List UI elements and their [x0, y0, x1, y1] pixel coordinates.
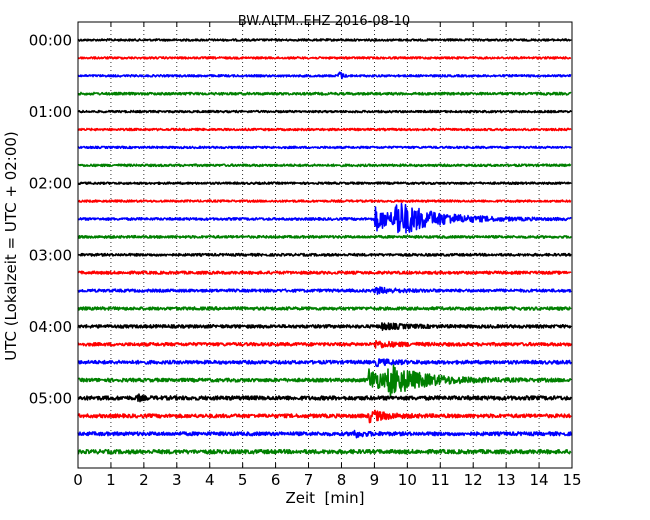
x-tick-label: 14 — [530, 471, 549, 489]
trace-line — [77, 339, 572, 349]
x-tick-label: 1 — [106, 471, 116, 489]
y-axis-label: UTC (Lokalzeit = UTC + 02:00) — [2, 131, 20, 361]
trace-line — [77, 358, 572, 368]
x-tick-label: 4 — [205, 471, 215, 489]
trace-line — [77, 393, 572, 403]
trace-line — [77, 429, 572, 439]
trace-line — [77, 306, 572, 311]
trace-line — [77, 91, 572, 96]
y-tick-label: 04:00 — [29, 318, 72, 336]
grid-lines — [110, 22, 540, 468]
y-tick-label: 00:00 — [29, 32, 72, 50]
x-tick-label: 2 — [139, 471, 149, 489]
y-tick-label: 02:00 — [29, 175, 72, 193]
x-axis-label: Zeit [min] — [285, 489, 364, 507]
trace-line — [77, 270, 572, 275]
trace-line — [77, 409, 572, 424]
y-tick-label: 05:00 — [29, 390, 72, 408]
y-tick-label: 03:00 — [29, 246, 72, 264]
trace-line — [77, 127, 572, 132]
x-tick-label: 0 — [73, 471, 83, 489]
y-tick-label: 01:00 — [29, 103, 72, 121]
trace-line — [77, 202, 572, 234]
x-tick-label: 8 — [337, 471, 347, 489]
x-tick-label: 3 — [172, 471, 182, 489]
x-tick-label: 11 — [431, 471, 450, 489]
x-tick-label: 6 — [271, 471, 281, 489]
x-tick-label: 5 — [238, 471, 248, 489]
plot-frame — [77, 21, 573, 469]
trace-line — [77, 322, 572, 331]
trace-line — [77, 71, 572, 80]
trace-line — [77, 38, 572, 42]
trace-line — [77, 252, 572, 257]
trace-line — [77, 286, 572, 295]
trace-line — [77, 199, 572, 203]
x-tick-label: 10 — [398, 471, 417, 489]
trace-line — [77, 163, 572, 168]
y-axis-ticks: 00:00 01:00 02:00 03:00 04:00 05:00 — [29, 32, 572, 408]
x-tick-label: 7 — [304, 471, 314, 489]
trace-line — [77, 56, 572, 60]
x-tick-label: 13 — [497, 471, 516, 489]
trace-line — [77, 145, 572, 150]
x-tick-label: 15 — [562, 471, 581, 489]
trace-line — [77, 364, 572, 398]
trace-line — [77, 109, 572, 114]
trace-line — [77, 448, 572, 455]
x-tick-label: 12 — [464, 471, 483, 489]
x-tick-label: 9 — [370, 471, 380, 489]
trace-line — [77, 181, 572, 185]
trace-group — [77, 38, 572, 455]
trace-line — [77, 234, 572, 239]
x-axis-ticks: 0 1 2 3 4 5 6 7 8 9 10 11 12 13 14 15 — [73, 22, 582, 489]
